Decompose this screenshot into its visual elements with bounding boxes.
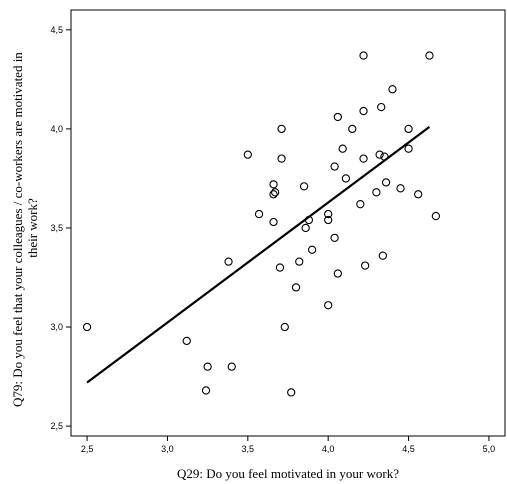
y-tick-label: 3,5 xyxy=(50,223,63,233)
plot-frame xyxy=(70,9,506,437)
data-point xyxy=(182,336,191,346)
data-point xyxy=(431,211,441,221)
data-point xyxy=(243,150,252,159)
data-point xyxy=(359,106,368,116)
y-axis-label: Q79: Do you feel that your colleagues / … xyxy=(10,49,40,407)
data-point xyxy=(287,388,296,397)
data-point xyxy=(269,190,278,199)
x-tick-label: 3,0 xyxy=(161,444,174,454)
data-point xyxy=(356,200,365,209)
data-point xyxy=(359,154,368,163)
data-point xyxy=(324,301,333,310)
data-point xyxy=(295,257,304,266)
data-point xyxy=(275,263,285,272)
x-tick-label: 3,5 xyxy=(242,444,255,454)
y-tick-label: 3,0 xyxy=(50,322,63,332)
data-point xyxy=(375,150,384,159)
data-point xyxy=(378,251,387,260)
data-point xyxy=(359,51,368,60)
data-point xyxy=(254,209,264,219)
data-point xyxy=(270,188,280,197)
data-point xyxy=(82,322,92,332)
data-point xyxy=(396,184,405,193)
data-point xyxy=(201,386,211,395)
data-point xyxy=(404,144,413,153)
data-point xyxy=(381,178,391,187)
x-tick-label: 2,5 xyxy=(81,444,94,454)
data-point xyxy=(227,362,236,371)
data-point xyxy=(301,223,310,233)
data-point xyxy=(361,261,370,270)
data-point xyxy=(277,124,286,134)
data-point xyxy=(425,51,434,60)
data-point xyxy=(307,245,317,254)
data-point xyxy=(388,85,397,94)
data-point xyxy=(203,362,212,371)
y-tick-label: 4,0 xyxy=(50,124,63,134)
data-point xyxy=(333,112,342,122)
x-tick-label: 4,0 xyxy=(322,444,335,454)
data-point xyxy=(341,174,351,183)
data-point xyxy=(299,182,309,191)
data-point xyxy=(372,188,381,197)
data-point xyxy=(377,102,386,112)
x-tick-label: 5,0 xyxy=(483,444,496,454)
data-point xyxy=(348,124,357,134)
regression-line xyxy=(86,126,431,384)
data-point xyxy=(269,180,278,189)
data-point xyxy=(333,269,342,278)
y-axis-label-line-2: their work? xyxy=(25,198,40,258)
data-point xyxy=(338,144,347,153)
data-point xyxy=(324,215,333,225)
data-point xyxy=(269,217,278,227)
y-tick-label: 4,5 xyxy=(50,25,63,35)
data-point xyxy=(414,190,423,199)
y-axis-label-line-1: Q79: Do you feel that your colleagues / … xyxy=(10,52,25,407)
data-point xyxy=(404,124,413,134)
data-point xyxy=(330,233,339,243)
y-tick-label: 2,5 xyxy=(50,421,63,431)
data-points xyxy=(82,51,441,397)
x-axis-ticks: 2,5 3,0 3,5 4,0 4,5 5,0 xyxy=(81,436,495,454)
data-point xyxy=(224,257,233,266)
y-axis-ticks: 2,5 3,0 3,5 4,0 4,5 xyxy=(50,25,71,431)
data-point xyxy=(280,322,289,332)
data-point xyxy=(324,209,333,219)
data-point xyxy=(291,283,301,292)
data-point xyxy=(277,154,286,163)
x-axis-label: Q29: Do you feel motivated in your work? xyxy=(177,466,399,481)
data-point xyxy=(330,162,339,171)
x-tick-label: 4,5 xyxy=(402,444,415,454)
